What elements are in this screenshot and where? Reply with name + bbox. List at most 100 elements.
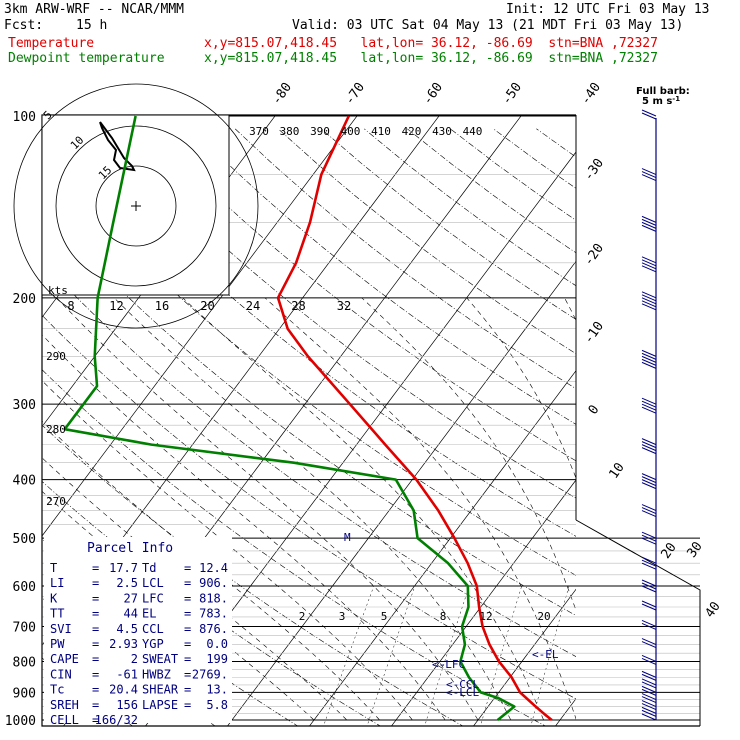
moist-adiabat [466,297,576,479]
parcel-info-equals: = [184,561,191,575]
parcel-info-equals: = [184,652,191,666]
barb-flag [641,600,657,608]
barb-flag [641,556,657,564]
parcel-info-equals: = [92,652,99,666]
isotherm-line [309,370,576,726]
barb-flag [641,622,657,630]
parcel-info-name: EL [142,607,156,621]
isotherm-line [632,88,740,732]
barb-flag [641,559,657,567]
parcel-info-equals: = [184,591,191,605]
moist-adiabat [182,297,544,721]
parcel-info-name: HWBZ [142,667,171,681]
parcel-info-title: Parcel Info [87,541,173,556]
parcel-info-value: 0.0 [206,637,228,651]
speed-axis-label: 24 [246,299,260,313]
wind-barb [641,504,657,517]
diagram-frame [41,114,700,727]
isotherm-label: -80 [269,80,295,108]
parcel-info-value: 2 [131,652,138,666]
isotherm-label: 20 [658,540,679,561]
parcel-info-name: CELL [50,713,79,727]
parcel-info-name: CCL [142,622,164,636]
theta-label: 400 [341,125,361,138]
barb-flag [641,171,657,178]
barb-flag [641,403,657,411]
pressure-label: 400 [13,474,36,489]
theta-left-label: 290 [46,350,66,363]
barb-flag [641,256,657,264]
parcel-info-value: 166/32 [95,713,138,727]
moist-adiabat [564,297,576,321]
barb-flag [641,406,657,414]
temperature-line [276,115,553,722]
dry-adiabat [191,128,576,425]
dry-adiabat [42,314,576,700]
barb-flag [641,265,657,273]
mixing-ratio-label: 8 [440,610,447,623]
barb-flag [641,582,657,590]
barb-flag [641,681,657,689]
barb-flag [641,510,657,517]
barb-flag [641,534,657,542]
barb-flag [641,447,657,455]
speed-axis-label: 12 [109,299,123,313]
speed-axis-label: 16 [155,299,169,313]
parcel-info-equals: = [92,622,99,636]
barb-flag [641,259,657,267]
parcel-info-equals: = [92,607,99,621]
parcel-info-value: 818. [199,591,228,605]
theta-label: 430 [432,125,452,138]
parcel-info-value: 2.93 [109,637,138,651]
dewpoint-legend: Dewpoint temperature [8,51,165,66]
barb-flag [641,479,657,487]
wind-barb [641,291,657,311]
wind-barb [641,168,657,181]
dry-adiabat [42,424,464,726]
parcel-info-value: 199 [206,652,228,666]
parcel-info-name: Td [142,561,156,575]
barb-flag [641,585,657,593]
parcel-info-value: 13. [206,683,228,697]
barb-flag [641,700,657,708]
parcel-info-equals: = [92,561,99,575]
parcel-info-equals: = [184,622,191,636]
barb-flag [641,349,657,357]
barb-flag [641,641,657,648]
parcel-info-name: LFC [142,591,164,605]
barb-flag [641,685,657,693]
wind-barb [641,619,657,630]
barb-flag [641,531,657,539]
parcel-info-equals: = [92,591,99,605]
hodograph-trace [99,121,136,172]
pressure-label: 500 [13,532,36,547]
isotherm-label: -70 [342,80,368,108]
barb-flag [641,476,657,484]
parcel-info-name: LCL [142,576,164,590]
barb-flag [641,619,657,627]
barb-flag [641,361,657,369]
parcel-info-name: TT [50,607,64,621]
parcel-info-name: SREH [50,698,79,712]
dewpoint-line [63,115,516,722]
isotherm-label: 0 [586,402,603,417]
wind-barb [641,638,657,648]
parcel-info-equals: = [92,576,99,590]
isotherm-label: -40 [578,80,604,108]
hodograph-ring [55,125,217,287]
hodograph-ring [95,165,177,247]
isotherm-label: -60 [420,80,446,108]
speed-axis-label: 20 [200,299,214,313]
parcel-info-panel: Parcel Info T = 17.7 Td = 12.4 LI = 2.5 LCL = 906. K =… [44,537,232,727]
dry-adiabat [62,128,576,537]
parcel-info-value: 906. [199,576,228,590]
barb-flag [641,703,657,711]
isotherm-label: -50 [499,80,525,108]
parcel-info-name: LAPSE [142,698,178,712]
parcel-info-name: K [50,591,58,605]
diagram-step-edge [575,519,701,726]
valid-time: Valid: 03 UTC Sat 04 May 13 (21 MDT Fri … [292,18,684,33]
theta-left-label: 280 [46,423,66,436]
